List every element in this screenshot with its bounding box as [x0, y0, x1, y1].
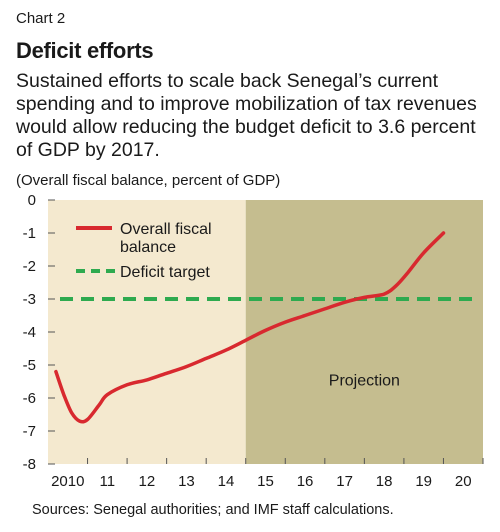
- x-tick-label: 17: [336, 473, 353, 490]
- chart-subtitle: Sustained efforts to scale back Senegal’…: [16, 70, 477, 161]
- y-tick-label: -4: [23, 324, 36, 341]
- chart-title: Deficit efforts: [16, 38, 154, 63]
- x-axis-ticks: 2010 11 12 13 14 15 16 17 18 19 20: [51, 458, 484, 490]
- x-tick-label: 15: [257, 473, 274, 490]
- projection-label: Projection: [329, 373, 400, 390]
- y-axis-ticks: 0 -1 -2 -3 -4 -5 -6 -7 -8: [23, 192, 55, 473]
- x-tick-label: 12: [139, 473, 156, 490]
- series-line-overall-fiscal-balance: [54, 231, 446, 424]
- x-tick-label: 11: [100, 473, 116, 490]
- y-tick-label: -5: [23, 357, 36, 374]
- y-tick-label: -8: [23, 456, 36, 473]
- legend-label-deficit-target: Deficit target: [120, 264, 210, 281]
- x-tick-label: 18: [376, 473, 393, 490]
- y-tick-label: -7: [23, 423, 36, 440]
- legend-label-overall-fiscal-balance-1: Overall fiscal: [120, 221, 212, 238]
- x-tick-label: 14: [218, 473, 235, 490]
- x-tick-label: 2010: [51, 473, 84, 490]
- x-tick-label: 20: [455, 473, 472, 490]
- y-tick-label: -1: [23, 225, 36, 242]
- y-tick-label: -6: [23, 390, 36, 407]
- legend-label-overall-fiscal-balance-2: balance: [120, 239, 176, 256]
- y-tick-label: 0: [28, 192, 36, 209]
- y-tick-label: -2: [23, 258, 36, 275]
- units-note: (Overall fiscal balance, percent of GDP): [16, 172, 281, 189]
- x-tick-label: 16: [297, 473, 314, 490]
- y-tick-label: -3: [23, 291, 36, 308]
- x-tick-label: 13: [178, 473, 195, 490]
- fiscal-balance-chart: 0 -1 -2 -3 -4 -5 -6 -7 -8 2010 11 12 13 14 15 16 17 18 19…: [23, 192, 484, 490]
- source-note: Sources: Senegal authorities; and IMF st…: [32, 502, 394, 518]
- chart-label: Chart 2: [16, 10, 66, 27]
- x-tick-label: 19: [415, 473, 432, 490]
- projection-background: [245, 200, 483, 464]
